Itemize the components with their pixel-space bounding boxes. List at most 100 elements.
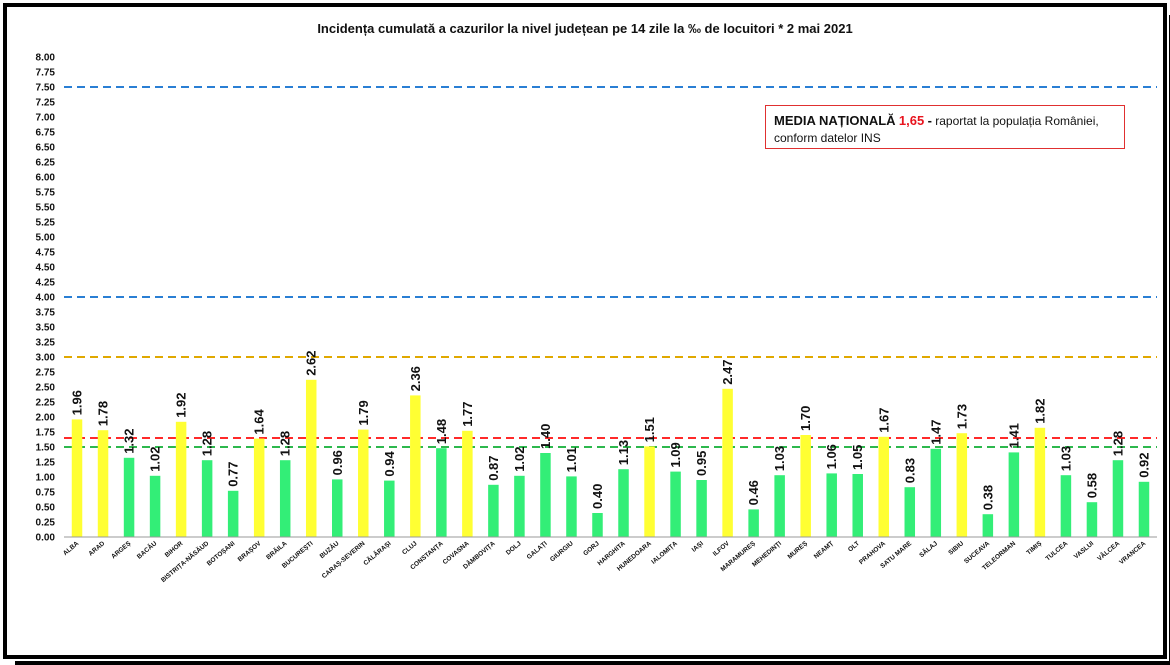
bar-11 xyxy=(358,429,369,537)
category-label-13: CLUJ xyxy=(401,540,419,557)
category-label-37: TIMIȘ xyxy=(1025,540,1043,557)
y-tick-label: 7.75 xyxy=(36,68,56,79)
bar-23 xyxy=(670,471,681,537)
y-tick-label: 7.25 xyxy=(36,98,56,109)
bar-35 xyxy=(982,514,994,537)
category-label-38: TULCEA xyxy=(1045,540,1070,563)
category-label-2: ARGEȘ xyxy=(110,540,133,561)
bar-2 xyxy=(123,457,135,537)
bar-9 xyxy=(305,379,317,537)
bar-32 xyxy=(904,487,916,537)
category-label-12: CĂLĂRAȘI xyxy=(361,539,393,568)
category-label-17: DOLJ xyxy=(505,540,523,557)
chart-frame: Incidența cumulată a cazurilor la nivel … xyxy=(3,3,1170,665)
bar-30 xyxy=(852,474,863,537)
value-label-39: 0.58 xyxy=(1084,473,1099,498)
bar-7 xyxy=(253,438,265,537)
y-tick-label: 5.00 xyxy=(36,233,56,244)
y-tick-label: 4.00 xyxy=(36,293,56,304)
value-label-19: 1.01 xyxy=(564,447,579,472)
value-label-10: 0.96 xyxy=(330,450,345,475)
national-average-dash: - xyxy=(927,113,932,128)
national-average-text2: conform datelor INS xyxy=(774,131,881,145)
value-label-7: 1.64 xyxy=(252,409,267,435)
y-tick-label: 1.50 xyxy=(36,443,56,454)
category-label-3: BACĂU xyxy=(135,538,159,560)
bar-20 xyxy=(592,513,603,537)
value-label-6: 0.77 xyxy=(226,461,241,486)
bar-39 xyxy=(1086,502,1098,537)
category-label-10: BUZĂU xyxy=(317,538,340,560)
bar-8 xyxy=(279,460,291,537)
value-label-41: 0.92 xyxy=(1136,452,1151,477)
y-tick-label: 0.25 xyxy=(36,518,56,529)
bar-37 xyxy=(1034,427,1046,537)
bar-10 xyxy=(332,479,343,537)
category-label-6: BOTOȘANI xyxy=(206,540,237,567)
value-label-4: 1.92 xyxy=(174,392,189,417)
value-label-32: 0.83 xyxy=(902,458,917,483)
bar-4 xyxy=(175,421,187,537)
bar-14 xyxy=(436,448,447,537)
category-label-30: OLT xyxy=(847,540,861,553)
value-label-14: 1.48 xyxy=(434,419,449,444)
bar-26 xyxy=(748,509,759,537)
bar-6 xyxy=(227,490,239,537)
y-tick-label: 6.75 xyxy=(36,128,56,139)
category-label-0: ALBA xyxy=(62,540,81,557)
value-label-28: 1.70 xyxy=(798,406,813,431)
value-label-38: 1.03 xyxy=(1058,446,1073,471)
value-label-17: 1.02 xyxy=(512,446,527,471)
value-label-36: 1.41 xyxy=(1006,423,1021,448)
value-label-8: 1.28 xyxy=(278,431,293,456)
bar-18 xyxy=(540,453,551,537)
value-label-31: 1.67 xyxy=(876,407,891,432)
y-tick-label: 2.00 xyxy=(36,413,56,424)
category-label-39: VASLUI xyxy=(1073,540,1096,560)
category-label-25: ILFOV xyxy=(712,540,732,558)
bar-27 xyxy=(774,475,785,537)
category-label-28: MUREȘ xyxy=(786,540,809,561)
value-label-23: 1.09 xyxy=(668,442,683,467)
value-label-34: 1.73 xyxy=(954,404,969,429)
category-label-29: NEAMȚ xyxy=(813,540,835,560)
category-label-23: IALOMIȚA xyxy=(650,540,679,566)
y-tick-label: 7.00 xyxy=(36,113,56,124)
bar-28 xyxy=(800,435,811,537)
category-label-7: BRAȘOV xyxy=(237,540,263,564)
value-label-1: 1.78 xyxy=(96,401,111,426)
value-label-9: 2.62 xyxy=(304,350,319,375)
y-tick-label: 3.75 xyxy=(36,308,56,319)
bar-25 xyxy=(722,388,733,537)
national-average-value: 1,65 xyxy=(898,113,925,128)
chart-title: Incidența cumulată a cazurilor la nivel … xyxy=(317,21,853,36)
bar-31 xyxy=(878,436,889,537)
y-tick-label: 6.25 xyxy=(36,158,56,169)
y-tick-label: 3.00 xyxy=(36,353,56,364)
value-label-29: 1.06 xyxy=(824,444,839,469)
value-label-2: 1.32 xyxy=(122,428,137,453)
bar-5 xyxy=(201,460,213,537)
value-label-25: 2.47 xyxy=(720,359,735,384)
chart-plot: 0.00 0.25 0.50 0.75 1.00 1.25 1.50 1.75 2.00 2.25… xyxy=(36,53,1157,584)
value-label-35: 0.38 xyxy=(980,485,995,510)
value-label-18: 1.40 xyxy=(538,424,553,449)
y-tick-label: 1.00 xyxy=(36,473,56,484)
y-tick-label: 5.25 xyxy=(36,218,56,229)
national-average-text1: raportat la populația României, xyxy=(935,114,1099,128)
value-label-22: 1.51 xyxy=(642,417,657,442)
value-label-15: 1.77 xyxy=(460,401,475,426)
y-tick-label: 7.50 xyxy=(36,83,56,94)
value-label-0: 1.96 xyxy=(70,390,85,415)
value-label-21: 1.13 xyxy=(616,440,631,465)
y-tick-label: 4.25 xyxy=(36,278,56,289)
category-label-18: GALAȚI xyxy=(526,540,549,561)
y-tick-label: 0.50 xyxy=(36,503,56,514)
bar-15 xyxy=(462,430,473,537)
category-label-24: IAȘI xyxy=(691,540,705,554)
y-tick-label: 1.25 xyxy=(36,458,56,469)
category-label-34: SIBIU xyxy=(947,540,965,557)
bar-29 xyxy=(826,473,837,537)
category-label-1: ARAD xyxy=(87,540,106,558)
national-average-box: MEDIA NAȚIONALĂ 1,65 - raportat la popul… xyxy=(765,105,1125,149)
